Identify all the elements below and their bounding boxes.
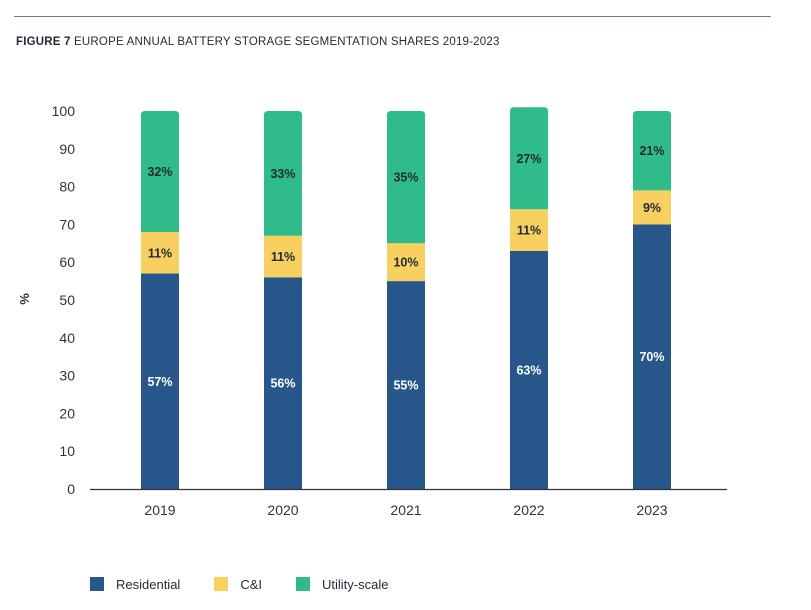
y-tick-label: 100 <box>52 103 76 119</box>
x-tick-label: 2022 <box>513 502 544 518</box>
x-tick-label: 2021 <box>390 502 421 518</box>
legend-label: Utility-scale <box>322 576 389 592</box>
bar-segment-utility-2023 <box>633 111 671 191</box>
y-axis-label: % <box>17 293 32 305</box>
data-label: 11% <box>517 224 541 238</box>
legend-item-utility: Utility-scale <box>296 577 388 592</box>
legend-swatch <box>296 577 310 591</box>
data-label: 63% <box>516 363 541 377</box>
bar-segment-utility-2020 <box>264 111 302 236</box>
bar-segment-residential-2020 <box>264 277 302 489</box>
legend-item-ci: C&I <box>214 577 262 592</box>
bar-segment-residential-2019 <box>141 273 179 489</box>
data-label: 33% <box>270 167 295 181</box>
bar-segment-residential-2022 <box>510 250 548 489</box>
x-tick-label: 2023 <box>636 502 667 518</box>
bar-segment-ci-2022 <box>510 209 548 251</box>
data-label: 27% <box>516 152 541 166</box>
bar-segment-ci-2021 <box>387 243 425 282</box>
y-tick-label: 50 <box>59 292 75 308</box>
y-tick-label: 60 <box>59 254 75 270</box>
legend-swatch <box>90 577 104 591</box>
bar-segment-utility-2019 <box>141 111 179 232</box>
data-label: 11% <box>271 250 295 264</box>
bar-segment-ci-2020 <box>264 235 302 278</box>
y-tick-label: 80 <box>59 179 75 195</box>
data-label: 35% <box>393 171 418 185</box>
y-tick-label: 70 <box>59 216 75 232</box>
data-label: 56% <box>270 377 295 391</box>
legend-item-residential: Residential <box>90 577 180 592</box>
data-label: 55% <box>393 379 418 393</box>
legend-label: Residential <box>116 576 181 592</box>
stacked-bar-chart: 0 10 20 30 40 50 60 70 80 90 100% 57% 11% 32% 2019 56% 1… <box>17 103 727 518</box>
data-label: 57% <box>147 375 172 389</box>
data-label: 21% <box>639 144 664 158</box>
bar-segment-ci-2019 <box>141 231 179 274</box>
top-rule <box>14 16 771 17</box>
data-label: 10% <box>393 256 418 270</box>
figure-title-text: EUROPE ANNUAL BATTERY STORAGE SEGMENTATI… <box>74 36 500 48</box>
y-tick-label: 40 <box>59 330 75 346</box>
y-tick-label: 0 <box>67 481 75 497</box>
data-label: 32% <box>147 165 172 179</box>
x-tick-label: 2019 <box>144 502 175 518</box>
bar-segment-residential-2021 <box>387 281 425 489</box>
y-tick-label: 90 <box>59 141 75 157</box>
legend-label: C&I <box>240 576 262 592</box>
y-tick-label: 30 <box>59 368 75 384</box>
bar-segment-utility-2022 <box>510 107 548 210</box>
chart-legend: Residential C&I Utility-scale <box>90 574 422 594</box>
data-label: 9% <box>643 201 661 215</box>
bar-segment-ci-2023 <box>633 190 671 225</box>
bar-segment-residential-2023 <box>633 224 671 489</box>
legend-swatch <box>214 577 229 591</box>
y-tick-label: 10 <box>59 443 75 459</box>
y-tick-label: 20 <box>59 405 75 421</box>
bar-segment-utility-2021 <box>387 111 425 244</box>
data-label: 70% <box>639 350 664 364</box>
x-tick-label: 2020 <box>267 502 298 518</box>
data-label: 11% <box>148 246 172 260</box>
figure-title: FIGURE 7 EUROPE ANNUAL BATTERY STORAGE S… <box>16 36 500 48</box>
figure-number: FIGURE 7 <box>16 36 71 48</box>
